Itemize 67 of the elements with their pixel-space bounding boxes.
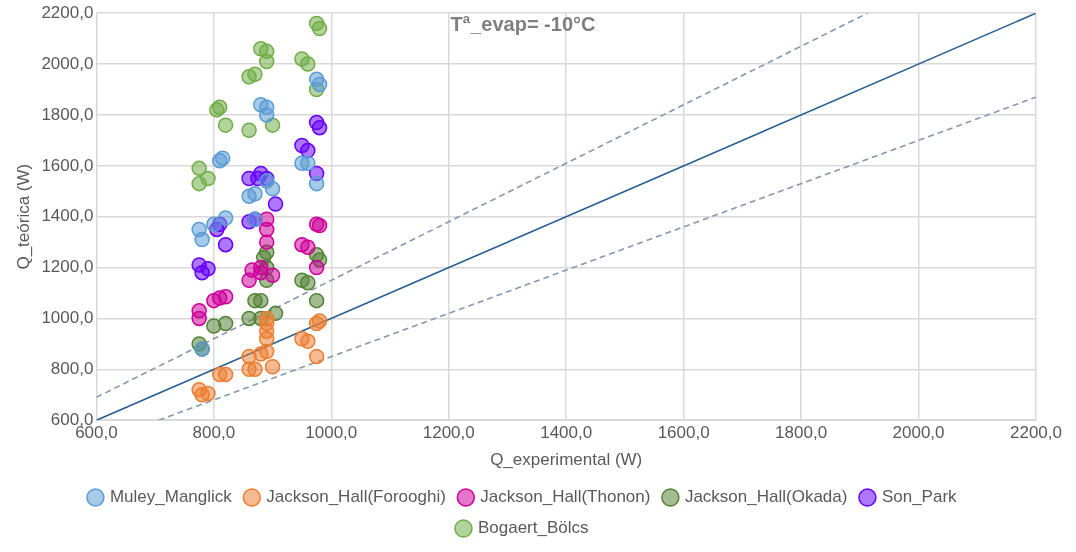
point: [200, 170, 216, 187]
point: [206, 216, 222, 233]
point: [194, 231, 210, 248]
point: [241, 122, 257, 138]
point: [258, 234, 275, 250]
point: [264, 359, 281, 375]
x-axis-title: Q_experimental (W): [490, 450, 643, 470]
point: [258, 331, 275, 347]
y-tick-label: 2200,0: [41, 2, 94, 22]
point: [191, 160, 207, 177]
x-tick-label: 1000,0: [305, 423, 358, 443]
point: [200, 261, 216, 277]
point: [191, 310, 207, 327]
legend-label: Muley_Manglick: [109, 487, 233, 507]
y-axis-title: Q_teórica (W): [13, 163, 33, 270]
y-tick-label: 1800,0: [41, 104, 94, 124]
point: [217, 366, 234, 383]
point: [311, 119, 328, 136]
point: [217, 210, 234, 226]
legend-label: Jackson_Hall(Okada): [684, 487, 848, 507]
point: [258, 343, 275, 360]
x-tick-label: 2000,0: [892, 423, 945, 443]
x-tick-label: 2200,0: [1010, 423, 1062, 443]
y-tick-label: 2000,0: [41, 53, 94, 73]
point: [217, 117, 234, 133]
point: [300, 56, 316, 72]
point: [300, 275, 316, 291]
x-tick-label: 1600,0: [657, 423, 710, 443]
point: [241, 348, 257, 365]
y-tick-label: 1600,0: [41, 155, 94, 175]
point: [308, 348, 325, 365]
point: [258, 107, 275, 123]
y-tick-label: 800,0: [50, 359, 94, 379]
x-tick-label: 800,0: [192, 423, 236, 443]
point: [308, 259, 325, 276]
point: [247, 186, 263, 202]
point: [311, 76, 328, 93]
point: [241, 170, 257, 187]
point: [247, 66, 263, 82]
point: [308, 175, 325, 192]
point: [300, 142, 316, 159]
point: [253, 264, 269, 281]
point: [308, 292, 325, 309]
point: [217, 289, 234, 305]
point: [258, 53, 275, 70]
x-tick-label: 1800,0: [775, 423, 828, 443]
chart-title: Tª_evap= -10°C: [450, 12, 596, 35]
point: [217, 236, 234, 253]
y-tick-label: 1000,0: [41, 308, 94, 328]
point: [217, 315, 234, 332]
x-tick-label: 1200,0: [422, 423, 475, 443]
legend-label: Jackson_Hall(Forooghi): [266, 487, 446, 507]
legend-label: Jackson_Hall(Thonon): [480, 487, 651, 507]
point: [300, 155, 316, 172]
point: [247, 361, 263, 378]
point: [267, 196, 284, 212]
point: [194, 387, 210, 403]
point: [311, 20, 328, 37]
y-tick-label: 1400,0: [41, 206, 94, 226]
point: [300, 239, 316, 255]
x-tick-label: 1400,0: [540, 423, 593, 443]
point: [300, 333, 316, 350]
y-tick-label: 1200,0: [41, 257, 94, 277]
legend-label: Son_Park: [881, 487, 958, 507]
legend-label: Bogaert_Bölcs: [477, 518, 589, 538]
point: [253, 292, 269, 309]
point: [258, 221, 275, 238]
